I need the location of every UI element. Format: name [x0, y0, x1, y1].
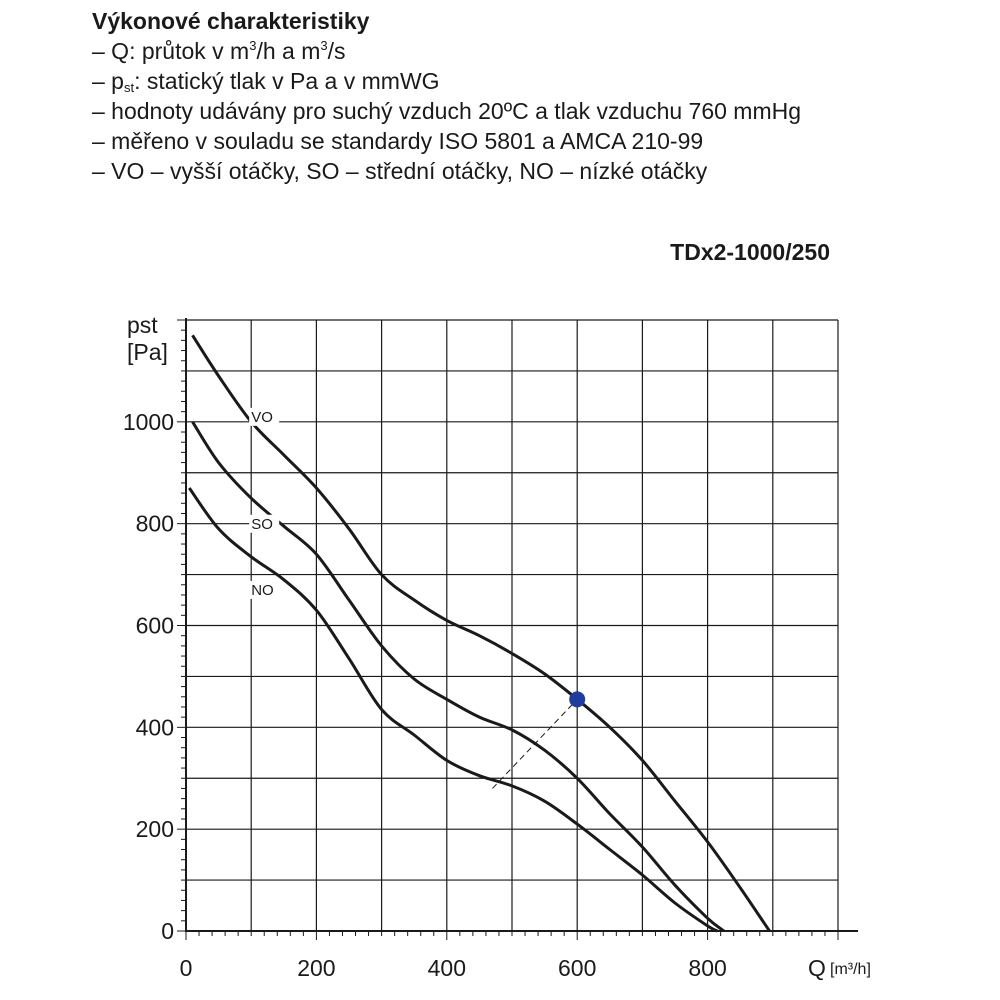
x-tick-label: 800 [688, 955, 726, 981]
curve-label-no: NO [251, 582, 274, 599]
y-tick-label: 200 [136, 816, 174, 842]
y-tick-label: 1000 [123, 409, 174, 435]
y-tick-label: 800 [136, 511, 174, 537]
y-axis-unit: [Pa] [127, 339, 168, 365]
description-line-pressure: – pst: statický tlak v Pa a v mmWG [92, 68, 440, 95]
curve-label-vo: VO [251, 409, 273, 426]
x-tick-label: 200 [297, 955, 335, 981]
y-tick-label: 400 [136, 714, 174, 740]
header: Výkonové charakteristiky – Q: průtok v m… [92, 6, 972, 186]
description-line-flow: – Q: průtok v m3/h a m3/s [92, 38, 346, 64]
y-axis-label: pst [127, 312, 158, 338]
operating-point [569, 691, 586, 708]
description-line-speeds: – VO – vyšší otáčky, SO – střední otáčky… [92, 158, 708, 184]
x-tick-label: 0 [180, 955, 193, 981]
x-tick-label: 600 [558, 955, 596, 981]
model-name: TDx2-1000/250 [670, 239, 830, 265]
description-line-standards: – měřeno v souladu se standardy ISO 5801… [92, 128, 704, 154]
page-title: Výkonové charakteristiky [92, 8, 370, 34]
description-line-conditions: – hodnoty udávány pro suchý vzduch 20ºC … [92, 98, 802, 124]
curve-no [188, 487, 719, 933]
curve-label-bg [249, 407, 280, 426]
curve-vo [191, 334, 771, 932]
x-axis-unit: [m³/h] [830, 961, 871, 978]
curve-label-so: SO [251, 516, 273, 533]
x-tick-label: 400 [428, 955, 466, 981]
y-tick-label: 0 [161, 918, 174, 944]
curve-label-bg [249, 514, 280, 533]
curve-label-bg [249, 580, 280, 599]
x-axis-label: Q [808, 955, 826, 981]
y-tick-label: 600 [136, 613, 174, 639]
curve-so [191, 420, 725, 933]
